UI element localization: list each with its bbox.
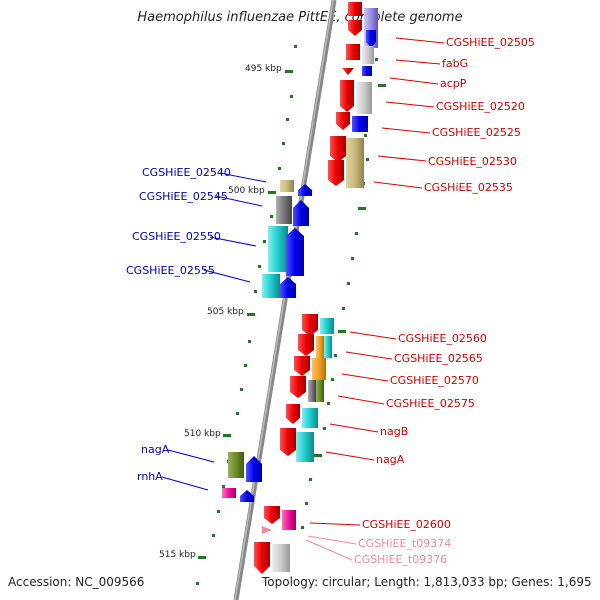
orange-feature: [312, 358, 326, 380]
gene-arrow-blue: [366, 30, 376, 48]
gene-arrow-red: [342, 68, 354, 75]
khaki-feature: [346, 138, 364, 188]
genome-summary-text: Topology: circular; Length: 1,813,033 bp…: [262, 575, 592, 589]
gene-arrow-red: [264, 506, 280, 524]
scale-ticks: [196, 45, 386, 585]
gene-arrow-blue: [280, 277, 296, 298]
gene-label[interactable]: CGSHiEE_02570: [390, 374, 479, 387]
gene-label[interactable]: CGSHiEE_02540: [142, 166, 231, 179]
gene-arrow-red: [298, 334, 314, 356]
gene-arrow-blue: [298, 184, 312, 196]
gene-label[interactable]: CGSHiEE_02530: [428, 155, 517, 168]
olive-feature: [316, 380, 324, 402]
gene-cluster-bottom: [254, 506, 296, 574]
trna-marker: [262, 526, 272, 534]
gene-label[interactable]: CGSHiEE_02575: [386, 397, 475, 410]
gene-cluster-middle: [280, 314, 334, 462]
accession-text: Accession: NC_009566: [8, 575, 145, 589]
orange-feature: [316, 336, 324, 358]
khaki-feature: [280, 180, 294, 192]
cyan-feature: [268, 226, 288, 272]
label-connectors-left: [161, 172, 267, 491]
gene-arrow-blue: [362, 66, 372, 76]
gray-feature: [276, 196, 292, 224]
gene-arrow-red: [340, 80, 354, 112]
gene-arrow-blue: [246, 456, 262, 482]
olive-feature: [228, 452, 244, 478]
gene-label[interactable]: CGSHiEE_02505: [446, 36, 535, 49]
gene-cluster-left: [262, 180, 312, 298]
gene-arrow-blue: [293, 200, 309, 226]
gray-feature: [272, 544, 290, 572]
map-title: Haemophilus influenzae PittEE, complete …: [137, 10, 463, 25]
gene-arrow-red: [286, 404, 300, 424]
gene-label[interactable]: rnhA: [137, 470, 163, 483]
gene-arrow-red: [290, 376, 306, 398]
gene-label[interactable]: CGSHiEE_02560: [398, 332, 487, 345]
cyan-feature: [262, 274, 280, 298]
gene-label[interactable]: nagB: [380, 425, 409, 438]
scale-label: 495 kbp: [245, 64, 282, 74]
gene-arrow-red: [330, 136, 346, 162]
gene-label[interactable]: CGSHiEE_02525: [432, 126, 521, 139]
gene-arrow-red: [348, 20, 362, 36]
gene-label[interactable]: nagA: [141, 443, 170, 456]
gene-label[interactable]: CGSHiEE_02550: [132, 230, 221, 243]
gene-arrow-red: [336, 112, 350, 130]
gene-cluster-top: [328, 2, 378, 188]
gene-arrow-red: [348, 2, 362, 16]
gene-cluster-lower-left: [222, 452, 262, 502]
cyan-feature: [324, 336, 332, 358]
cyan-feature: [296, 432, 314, 462]
scale-label: 500 kbp: [228, 186, 265, 196]
magenta-feature: [282, 510, 296, 530]
gene-label[interactable]: CGSHiEE_02565: [394, 352, 483, 365]
gene-arrow-blue: [240, 490, 254, 502]
gene-label[interactable]: fabG: [442, 57, 469, 70]
gray-feature: [308, 380, 316, 402]
gene-label[interactable]: CGSHiEE_02600: [362, 518, 451, 531]
gene-label[interactable]: nagA: [376, 453, 405, 466]
gene-arrow-red: [346, 44, 360, 60]
gene-arrow-blue: [352, 116, 368, 132]
gene-arrow-blue: [286, 228, 304, 276]
label-connectors-pink: [305, 535, 357, 561]
cyan-feature: [302, 408, 318, 428]
gene-label[interactable]: CGSHiEE_t09376: [354, 553, 448, 566]
gene-arrow-red: [280, 428, 296, 456]
gene-label[interactable]: CGSHiEE_t09374: [358, 537, 452, 550]
gray-feature: [362, 46, 374, 64]
gene-label[interactable]: acpP: [440, 77, 467, 90]
gene-arrow-red: [254, 542, 270, 574]
gene-arrow-red: [302, 314, 318, 336]
label-connectors-right: [309, 37, 445, 526]
cyan-feature: [320, 318, 334, 334]
magenta-feature: [222, 488, 236, 498]
scale-label: 505 kbp: [207, 307, 244, 317]
gene-label[interactable]: CGSHiEE_02520: [436, 100, 525, 113]
gene-label[interactable]: CGSHiEE_02555: [126, 264, 215, 277]
gene-arrow-red: [294, 356, 310, 376]
gene-label[interactable]: CGSHiEE_02535: [424, 181, 513, 194]
gene-arrow-red: [328, 160, 344, 186]
gray-feature: [356, 82, 372, 114]
gene-label[interactable]: CGSHiEE_02545: [139, 190, 228, 203]
scale-label: 510 kbp: [184, 429, 221, 439]
scale-label: 515 kbp: [159, 550, 196, 560]
